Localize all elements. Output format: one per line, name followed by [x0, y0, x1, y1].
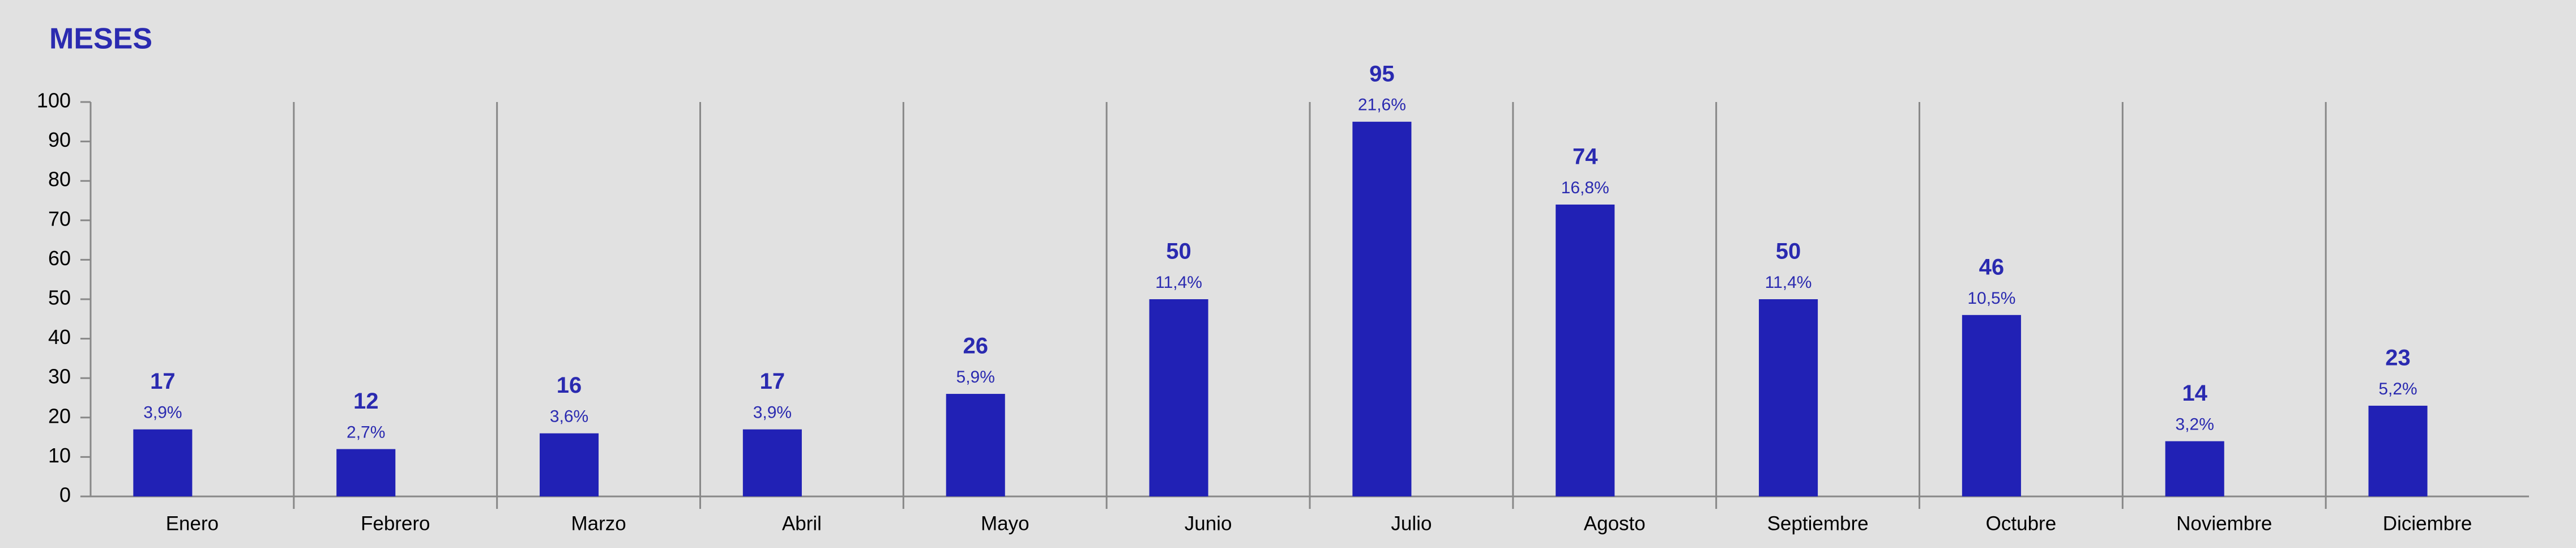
share-label: 3,6% — [550, 407, 588, 426]
x-tick-label: Abril — [782, 512, 822, 534]
x-tick-label: Enero — [166, 512, 219, 534]
bar — [2368, 405, 2428, 496]
bar — [336, 449, 396, 496]
share-label: 3,2% — [2176, 415, 2214, 434]
x-tick-label: Junio — [1185, 512, 1232, 534]
value-label: 16 — [557, 373, 582, 398]
bar — [1962, 315, 2021, 496]
share-label: 11,4% — [1765, 273, 1812, 292]
bar — [1759, 299, 1818, 496]
bar — [742, 429, 802, 496]
y-tick-label: 90 — [48, 128, 71, 151]
x-tick-label: Diciembre — [2383, 512, 2472, 534]
y-tick-label: 20 — [48, 404, 71, 427]
y-tick-label: 100 — [37, 89, 71, 112]
x-tick-label: Julio — [1391, 512, 1432, 534]
y-tick-label: 30 — [48, 365, 71, 388]
share-label: 3,9% — [143, 403, 182, 422]
value-label: 95 — [1369, 61, 1395, 86]
y-tick-label: 0 — [59, 483, 71, 507]
x-tick-label: Septiembre — [1767, 512, 1869, 534]
value-label: 23 — [2385, 345, 2411, 370]
x-tick-label: Mayo — [981, 512, 1029, 534]
bar — [2165, 441, 2224, 496]
value-label: 74 — [1573, 145, 1598, 169]
y-tick-label: 80 — [48, 168, 71, 191]
y-tick-label: 40 — [48, 325, 71, 349]
y-tick-label: 60 — [48, 247, 71, 270]
share-label: 10,5% — [1967, 289, 2015, 308]
y-tick-label: 70 — [48, 207, 71, 230]
x-tick-label: Febrero — [361, 512, 430, 534]
value-label: 46 — [1979, 254, 2005, 279]
bar — [946, 394, 1005, 496]
share-label: 21,6% — [1358, 96, 1406, 114]
x-tick-label: Octubre — [1986, 512, 2057, 534]
bar — [1352, 121, 1412, 497]
share-label: 5,2% — [2378, 380, 2417, 398]
share-label: 11,4% — [1155, 273, 1202, 292]
share-label: 16,8% — [1561, 179, 1609, 197]
value-label: 17 — [760, 369, 785, 394]
value-label: 17 — [150, 369, 176, 394]
chart-title: MESES — [49, 23, 152, 56]
y-tick-label: 50 — [48, 286, 71, 309]
bar — [1149, 299, 1208, 496]
value-label: 50 — [1776, 239, 1801, 264]
value-label: 26 — [963, 334, 988, 359]
bar — [133, 429, 193, 496]
share-label: 3,9% — [753, 403, 792, 422]
share-label: 5,9% — [956, 368, 995, 386]
value-label: 14 — [2182, 381, 2207, 406]
x-tick-label: Agosto — [1584, 512, 1646, 534]
value-label: 12 — [353, 389, 379, 414]
x-tick-label: Noviembre — [2176, 512, 2272, 534]
bar — [540, 433, 599, 496]
x-tick-label: Marzo — [571, 512, 626, 534]
share-label: 2,7% — [347, 423, 385, 441]
bar — [1556, 204, 1615, 497]
y-tick-label: 10 — [48, 444, 71, 467]
value-label: 50 — [1166, 239, 1191, 264]
